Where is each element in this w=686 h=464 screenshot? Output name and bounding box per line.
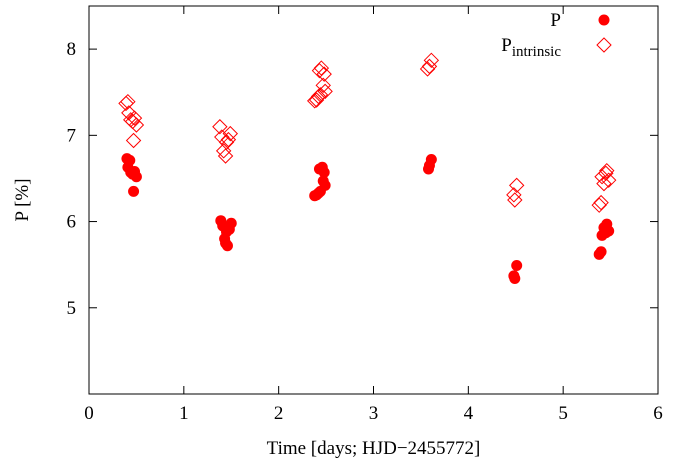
data-point xyxy=(591,197,607,213)
data-point xyxy=(126,110,143,126)
data-point xyxy=(313,60,330,76)
data-point xyxy=(421,58,438,75)
legend-label-subscript: intrinsic xyxy=(512,44,562,60)
data-point xyxy=(120,93,136,110)
legend-marker xyxy=(598,14,610,26)
y-tick-label: 6 xyxy=(67,212,77,233)
legend-label-name: P xyxy=(550,10,561,31)
legend-marker xyxy=(596,37,612,53)
data-point xyxy=(315,77,331,94)
data-point xyxy=(425,153,437,165)
data-point xyxy=(509,272,521,284)
data-point xyxy=(319,179,331,191)
legend-label-name: P xyxy=(501,35,512,56)
data-point xyxy=(221,240,233,252)
data-point xyxy=(507,192,523,208)
data-point xyxy=(311,62,328,79)
data-point xyxy=(511,260,523,272)
x-tick-label: 5 xyxy=(558,403,568,424)
data-point xyxy=(124,154,136,166)
data-point xyxy=(595,246,607,258)
data-point xyxy=(318,166,330,178)
data-point xyxy=(508,177,525,194)
data-point xyxy=(130,171,142,183)
data-point xyxy=(225,217,237,229)
data-point xyxy=(312,87,329,103)
plot-frame xyxy=(88,5,659,395)
data-point xyxy=(215,143,232,159)
x-tick-label: 6 xyxy=(653,403,663,424)
y-tick-label: 8 xyxy=(67,39,77,60)
data-point xyxy=(125,132,142,149)
x-tick-label: 3 xyxy=(369,403,379,424)
x-tick-label: 0 xyxy=(84,403,94,424)
data-point xyxy=(217,148,234,164)
data-point xyxy=(603,225,615,237)
data-point xyxy=(598,165,614,181)
data-point xyxy=(594,169,610,185)
series-p-intrinsic xyxy=(118,52,617,213)
data-point xyxy=(600,172,617,188)
data-point xyxy=(596,175,612,192)
data-point xyxy=(423,52,440,69)
data-point xyxy=(212,119,228,135)
data-point xyxy=(593,194,609,211)
data-point xyxy=(128,117,145,133)
y-tick-label: 5 xyxy=(67,298,77,319)
legend-label: P xyxy=(550,10,561,31)
y-tick-label: 7 xyxy=(67,125,77,146)
x-tick-label: 4 xyxy=(464,403,474,424)
data-point xyxy=(316,66,332,82)
plot-layer: 0 1 2 3 4 5 6 5 6 7 8 xyxy=(67,6,663,424)
data-point xyxy=(599,162,615,179)
series-p xyxy=(121,153,615,284)
legend-label: Pintrinsic xyxy=(501,35,561,60)
data-point xyxy=(306,93,323,109)
data-point xyxy=(506,187,522,203)
x-axis-title: Time [days; HJD−2455772] xyxy=(267,438,481,459)
data-point xyxy=(128,185,140,197)
y-axis-title: P [%] xyxy=(12,178,33,221)
data-point xyxy=(222,125,239,142)
x-tick-label: 1 xyxy=(179,403,189,424)
data-point xyxy=(317,83,333,100)
data-points xyxy=(118,52,617,284)
x-tick-label: 2 xyxy=(274,403,284,424)
